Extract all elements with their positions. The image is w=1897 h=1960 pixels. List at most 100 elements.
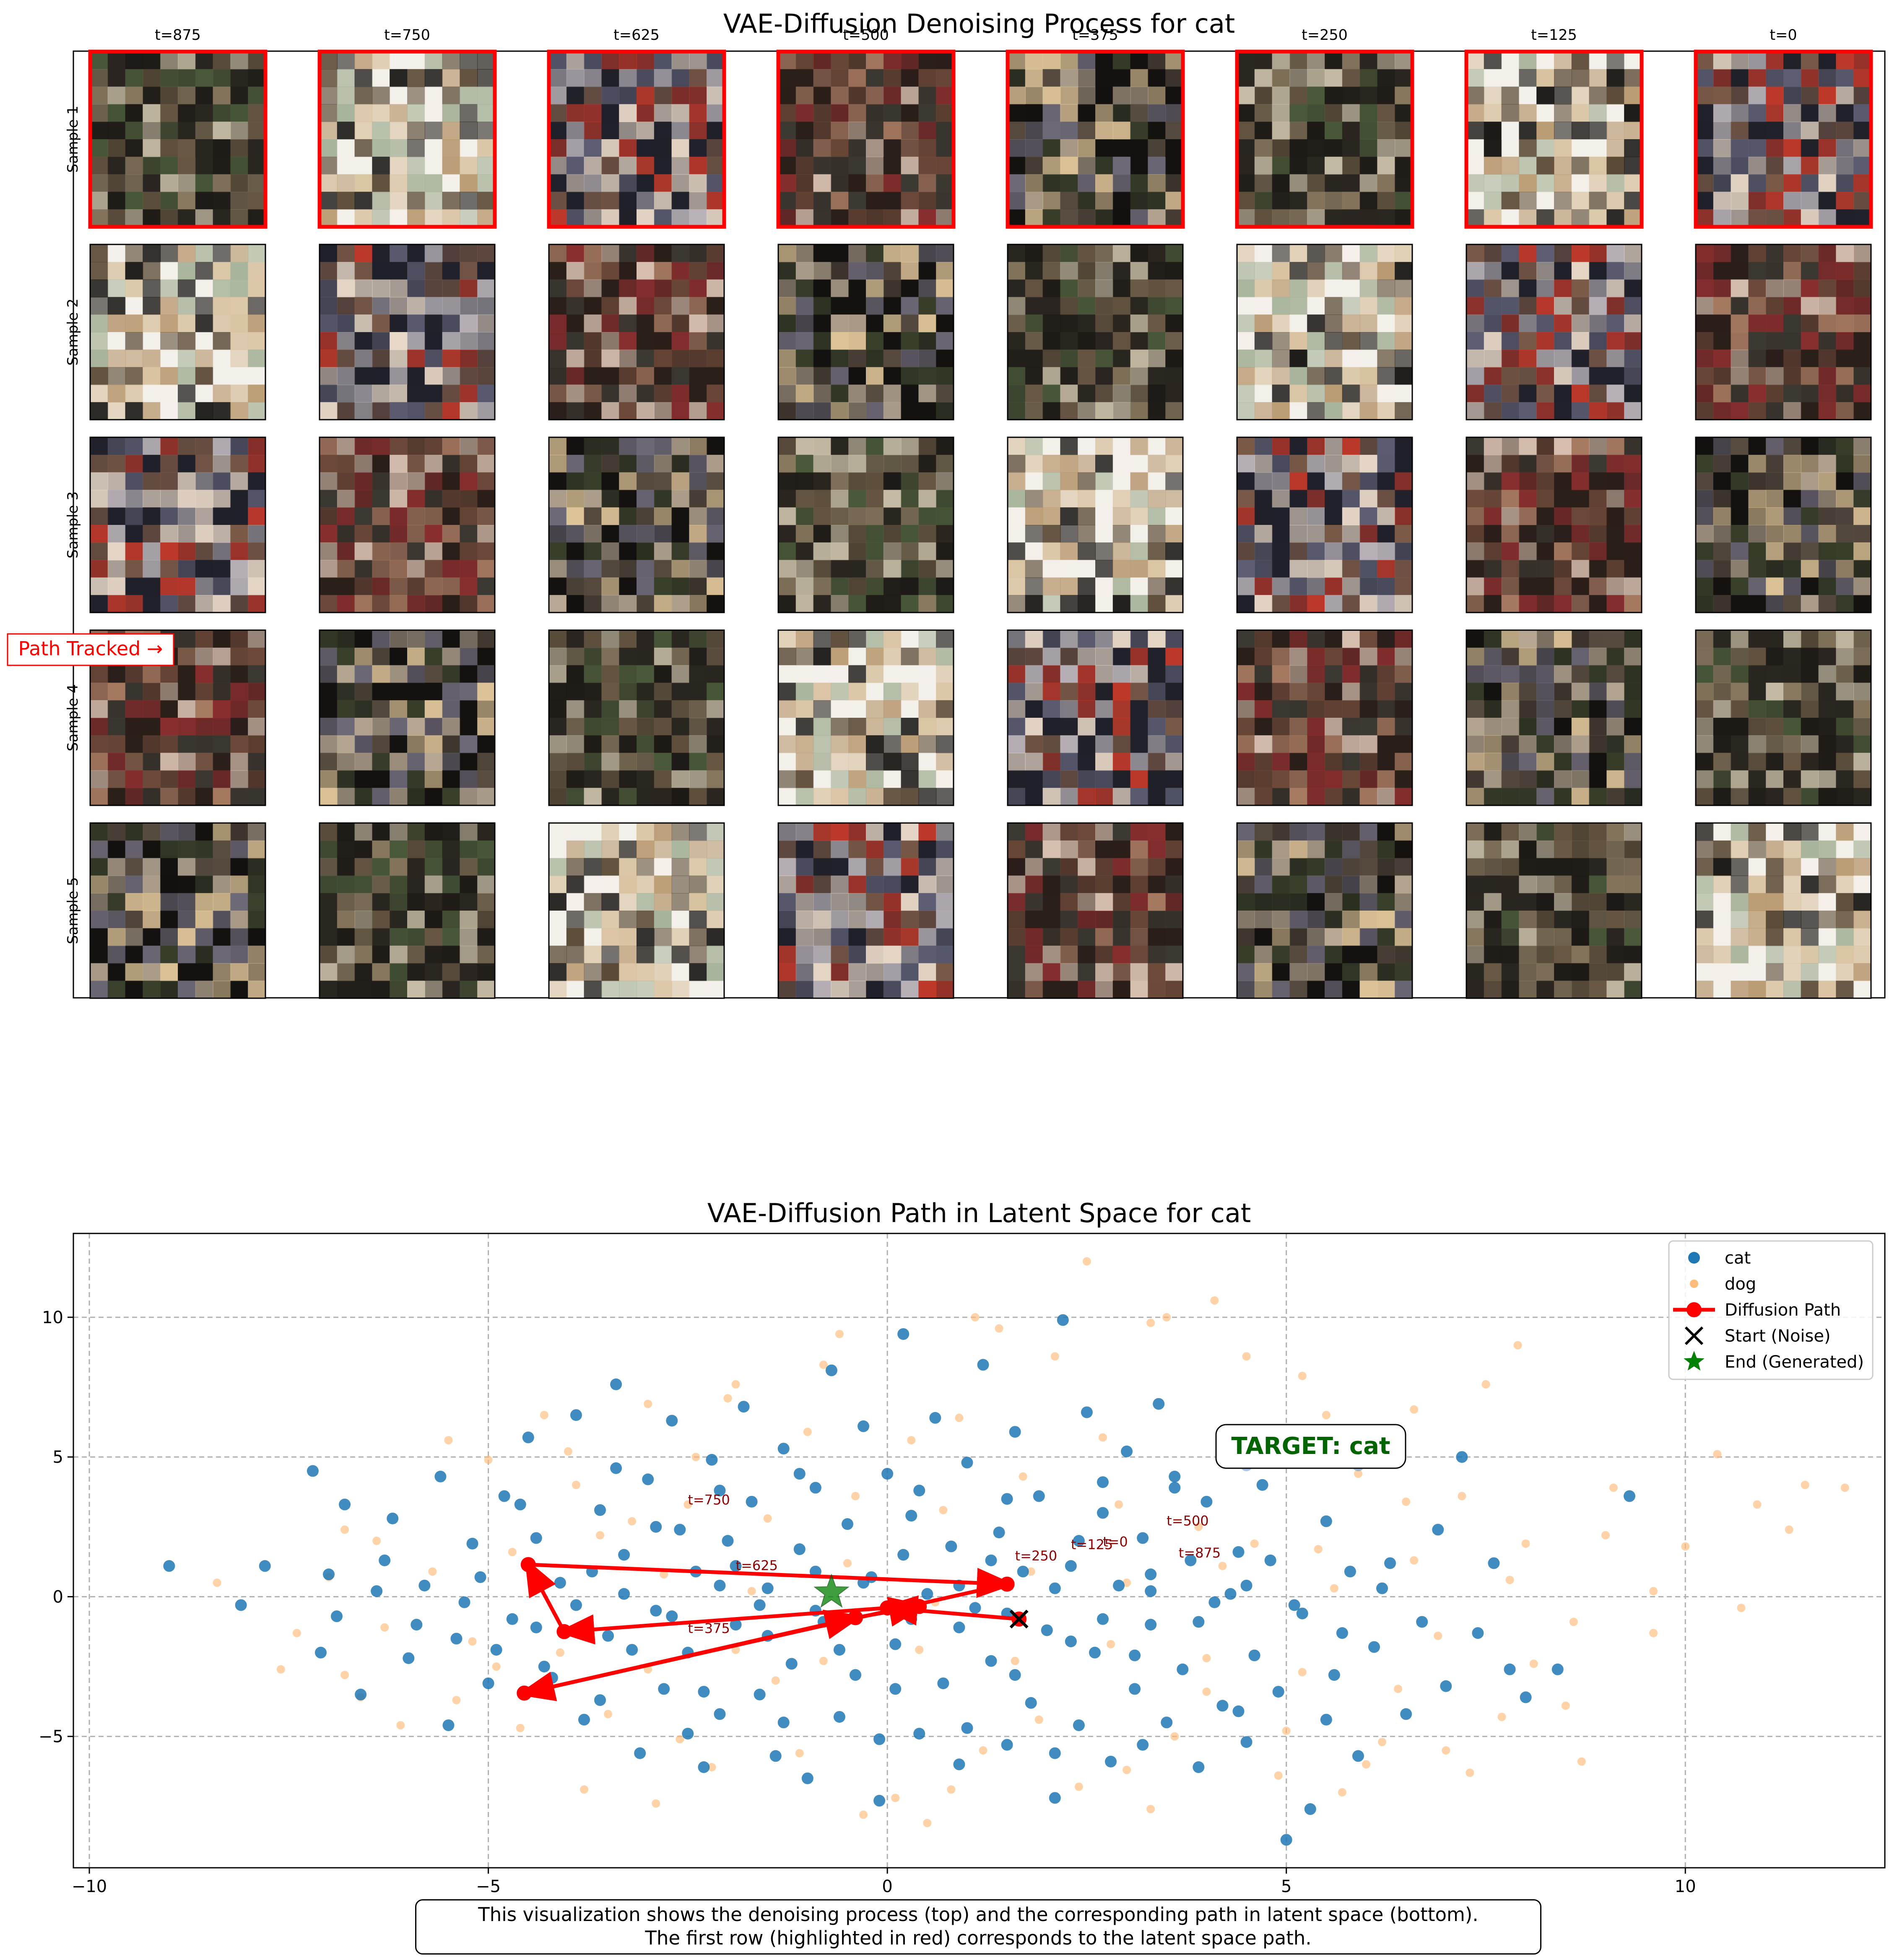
image-patch <box>1536 683 1554 701</box>
image-patch <box>1342 647 1360 666</box>
cat-point <box>339 1498 351 1511</box>
image-patch <box>337 893 355 911</box>
image-patch <box>1395 770 1413 789</box>
dog-point <box>795 1749 804 1758</box>
image-patch <box>125 437 143 455</box>
image-patch <box>584 472 602 491</box>
image-patch <box>1589 875 1607 894</box>
image-patch <box>1060 349 1078 368</box>
x-tick-label: 5 <box>1281 1877 1292 1896</box>
image-patch <box>566 981 585 999</box>
image-patch <box>831 560 849 578</box>
image-patch <box>1078 560 1096 578</box>
image-patch <box>566 753 585 771</box>
image-patch <box>372 192 390 210</box>
image-patch <box>1801 279 1819 298</box>
image-patch <box>654 647 672 666</box>
image-patch <box>566 454 585 473</box>
image-patch <box>936 700 954 718</box>
cat-point <box>953 1621 965 1633</box>
image-patch <box>1289 454 1308 473</box>
image-patch <box>460 454 478 473</box>
image-patch <box>407 437 425 455</box>
image-patch <box>654 367 672 385</box>
image-patch <box>619 156 637 175</box>
image-patch <box>1536 963 1554 981</box>
image-patch <box>1571 402 1590 420</box>
image-patch <box>1571 314 1590 332</box>
image-patch <box>1748 104 1767 122</box>
dog-point <box>915 1646 924 1654</box>
image-patch <box>1853 647 1871 666</box>
image-patch <box>1748 367 1767 385</box>
image-patch <box>1606 86 1625 105</box>
image-patch <box>901 52 919 70</box>
image-patch <box>1801 683 1819 701</box>
image-patch <box>901 718 919 736</box>
image-patch <box>883 700 902 718</box>
image-patch <box>354 718 373 736</box>
image-patch <box>213 928 231 946</box>
image-patch <box>1554 472 1572 491</box>
image-patch <box>1536 69 1554 87</box>
image-patch <box>1484 174 1502 192</box>
image-patch <box>1060 647 1078 666</box>
image-patch <box>1713 718 1731 736</box>
image-patch <box>1748 753 1767 771</box>
image-patch <box>1112 52 1131 70</box>
image-patch <box>1484 911 1502 929</box>
image-patch <box>778 560 796 578</box>
image-patch <box>1289 753 1308 771</box>
image-patch <box>936 840 954 859</box>
image-patch <box>1078 718 1096 736</box>
image-patch <box>1148 349 1166 368</box>
cat-point <box>761 1582 774 1594</box>
image-patch <box>1359 770 1378 789</box>
image-patch <box>1237 577 1255 596</box>
image-patch <box>1078 700 1096 718</box>
path-tracked-box <box>7 633 174 666</box>
image-patch <box>320 735 338 753</box>
image-patch <box>689 367 707 385</box>
image-patch <box>936 683 954 701</box>
dog-point <box>1019 1472 1027 1481</box>
image-patch <box>778 735 796 753</box>
image-patch <box>1466 454 1484 473</box>
image-patch <box>1095 525 1113 543</box>
image-patch <box>1165 577 1183 596</box>
image-patch <box>601 858 620 876</box>
image-patch <box>337 384 355 403</box>
image-frame <box>319 629 496 806</box>
image-patch <box>1536 437 1554 455</box>
image-patch <box>566 332 585 350</box>
image-patch <box>778 314 796 332</box>
image-patch <box>1554 139 1572 157</box>
image-patch <box>1395 122 1413 140</box>
cat-point <box>777 1443 790 1455</box>
image-patch <box>601 911 620 929</box>
image-patch <box>424 437 443 455</box>
image-patch <box>813 507 832 525</box>
image-patch <box>1078 490 1096 508</box>
image-patch <box>1571 69 1590 87</box>
image-patch <box>372 69 390 87</box>
sample-image <box>1007 244 1184 421</box>
image-patch <box>1095 981 1113 999</box>
image-patch <box>778 577 796 596</box>
image-patch <box>1853 840 1871 859</box>
image-patch <box>1554 753 1572 771</box>
image-patch <box>1042 945 1061 964</box>
dog-point <box>1466 1768 1474 1777</box>
image-patch <box>160 454 178 473</box>
image-patch <box>1395 156 1413 175</box>
image-patch <box>1624 630 1642 648</box>
image-patch <box>107 963 126 981</box>
image-patch <box>1624 893 1642 911</box>
image-patch <box>795 104 814 122</box>
image-patch <box>1536 753 1554 771</box>
dog-point <box>979 1746 987 1755</box>
dog-point <box>1026 1567 1035 1576</box>
image-patch <box>1148 981 1166 999</box>
image-patch <box>1307 174 1325 192</box>
image-patch <box>1254 209 1273 227</box>
